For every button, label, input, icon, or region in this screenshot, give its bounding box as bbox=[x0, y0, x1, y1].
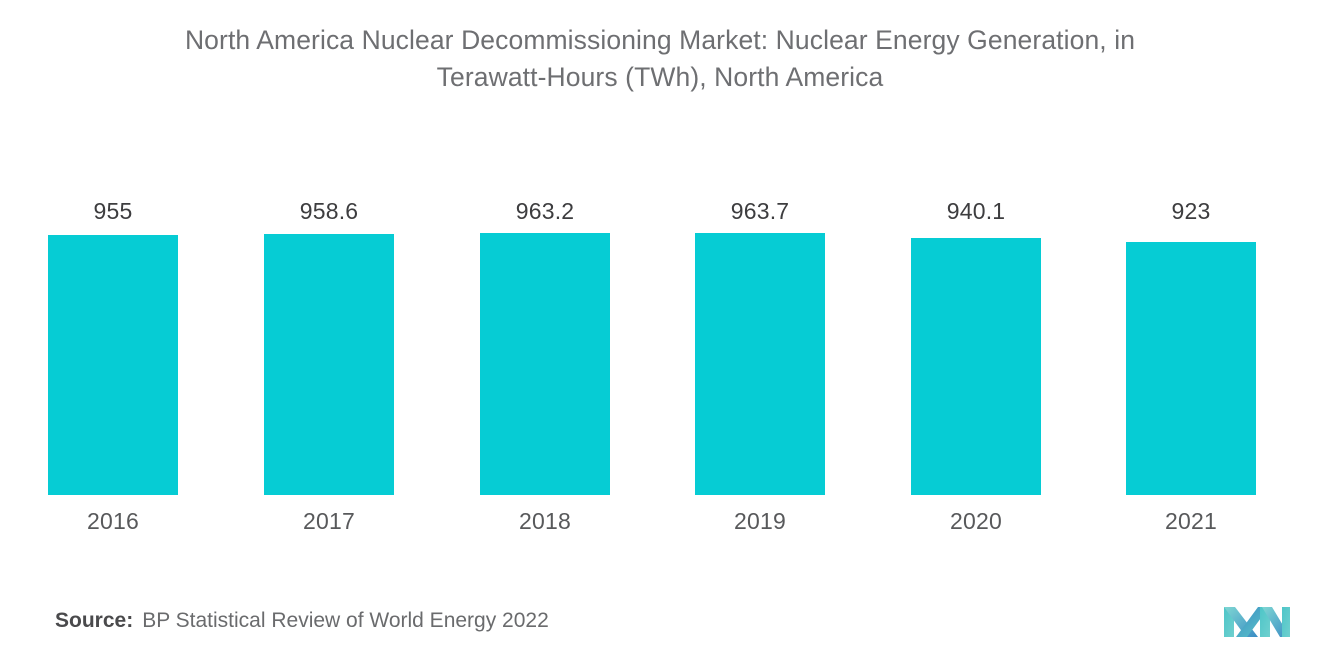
title-line-2: Terawatt-Hours (TWh), North America bbox=[436, 62, 884, 92]
bar-group-2017: 958.6 2017 bbox=[224, 0, 434, 560]
bar-value-label: 955 bbox=[93, 198, 133, 224]
bar-rect[interactable] bbox=[695, 233, 825, 495]
bar-value-label: 923 bbox=[1171, 198, 1211, 224]
bar-group-2021: 923 2021 bbox=[1086, 0, 1296, 560]
bar-category-label: 2016 bbox=[87, 508, 139, 534]
bar-category-label: 2020 bbox=[950, 508, 1002, 534]
bar-category-label: 2019 bbox=[734, 508, 786, 534]
bar-value-label: 963.7 bbox=[730, 198, 790, 224]
bar-value-label: 940.1 bbox=[946, 198, 1006, 224]
source-text: BP Statistical Review of World Energy 20… bbox=[142, 609, 549, 632]
title-line-1: North America Nuclear Decommissioning Ma… bbox=[184, 25, 1136, 55]
bar-rect[interactable] bbox=[480, 233, 610, 495]
footer: Source: BP Statistical Review of World En… bbox=[0, 596, 1320, 665]
mordor-intelligence-logo bbox=[1222, 601, 1292, 641]
bar-category-label: 2021 bbox=[1165, 508, 1217, 534]
bar-value-label: 958.6 bbox=[299, 198, 359, 224]
source-label: Source: bbox=[55, 609, 134, 632]
bar-group-2018: 963.2 2018 bbox=[440, 0, 650, 560]
bar-category-label: 2018 bbox=[519, 508, 571, 534]
bar-group-2019: 963.7 2019 bbox=[655, 0, 865, 560]
bar-rect[interactable] bbox=[1126, 242, 1256, 495]
bar-rect[interactable] bbox=[48, 235, 178, 495]
bar-category-label: 2017 bbox=[303, 508, 355, 534]
bar-chart-plot: 955 2016 958.6 2017 963.2 2018 963.7 201… bbox=[8, 0, 1296, 560]
bar-rect[interactable] bbox=[264, 234, 394, 495]
source-line: Source: BP Statistical Review of World En… bbox=[55, 609, 549, 633]
bar-value-label: 963.2 bbox=[515, 198, 575, 224]
bar-group-2020: 940.1 2020 bbox=[871, 0, 1081, 560]
page-title: North America Nuclear Decommissioning Ma… bbox=[90, 22, 1230, 96]
bar-rect[interactable] bbox=[911, 238, 1041, 495]
bar-group-2016: 955 2016 bbox=[8, 0, 218, 560]
